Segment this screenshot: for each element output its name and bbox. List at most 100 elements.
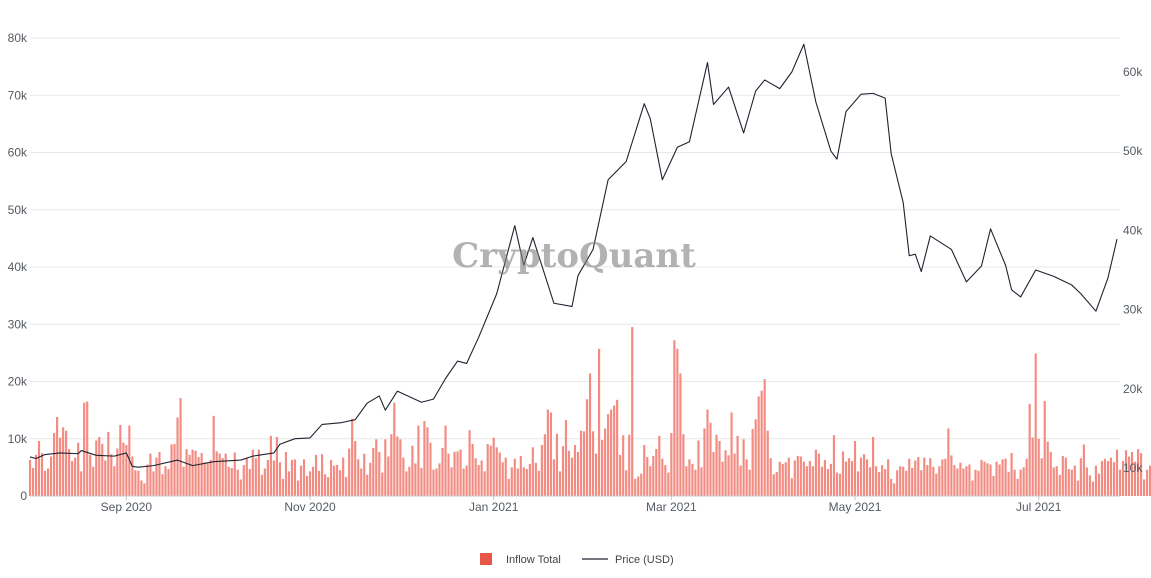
inflow-bar[interactable] [983,461,986,496]
inflow-bar[interactable] [311,466,315,496]
inflow-bar[interactable] [1028,403,1031,496]
inflow-bar[interactable] [555,433,559,496]
inflow-bar[interactable] [314,454,318,496]
inflow-bar[interactable] [284,451,288,496]
inflow-bar[interactable] [670,433,673,496]
inflow-bar[interactable] [947,428,950,496]
inflow-bar[interactable] [480,460,483,497]
inflow-bar[interactable] [158,451,161,496]
inflow-bar[interactable] [393,402,396,496]
inflow-bar[interactable] [46,468,50,496]
inflow-bar[interactable] [345,477,348,496]
inflow-bar[interactable] [299,465,303,496]
inflow-bar[interactable] [519,455,522,496]
inflow-bar[interactable] [1127,456,1131,497]
inflow-bar[interactable] [1079,458,1082,496]
inflow-bar[interactable] [498,452,501,496]
inflow-bar[interactable] [631,327,634,496]
inflow-bar[interactable] [435,468,438,496]
inflow-bar[interactable] [531,447,534,496]
inflow-bar[interactable] [974,469,977,496]
inflow-bar[interactable] [1001,459,1004,496]
inflow-bar[interactable] [522,467,525,497]
inflow-bar[interactable] [411,445,414,496]
inflow-bar[interactable] [161,474,164,496]
inflow-bar[interactable] [543,434,546,496]
inflow-bar[interactable] [327,477,330,496]
inflow-bar[interactable] [844,461,848,496]
inflow-bar[interactable] [357,459,360,496]
inflow-bar[interactable] [40,453,44,496]
inflow-bar[interactable] [131,456,134,497]
inflow-bar[interactable] [1139,453,1143,496]
legend-inflow-swatch[interactable] [480,553,492,565]
inflow-bar[interactable] [1136,449,1140,496]
inflow-bar[interactable] [971,480,974,496]
inflow-bar[interactable] [227,466,230,496]
inflow-bar[interactable] [817,453,820,496]
inflow-bar[interactable] [790,478,793,496]
inflow-bar[interactable] [233,452,236,496]
inflow-bar[interactable] [640,473,643,496]
inflow-bar[interactable] [793,460,796,497]
inflow-bar[interactable] [1004,458,1007,496]
inflow-bar[interactable] [875,466,878,496]
inflow-bar[interactable] [908,458,911,496]
inflow-bar[interactable] [92,466,95,496]
inflow-bar[interactable] [1094,465,1097,496]
inflow-bar[interactable] [1115,449,1119,496]
inflow-bar[interactable] [661,458,664,496]
inflow-bar[interactable] [905,470,908,496]
inflow-bar[interactable] [616,399,619,496]
inflow-bar[interactable] [1100,461,1104,496]
inflow-bar[interactable] [152,471,155,496]
inflow-bar[interactable] [610,409,613,496]
inflow-bar[interactable] [911,467,914,496]
inflow-bar[interactable] [242,465,245,496]
inflow-bar[interactable] [649,466,652,496]
inflow-bar[interactable] [65,430,68,496]
inflow-bar[interactable] [278,462,281,496]
inflow-bar[interactable] [49,456,53,497]
inflow-bar[interactable] [399,439,402,496]
inflow-bar[interactable] [564,419,568,496]
inflow-bar[interactable] [146,464,149,496]
inflow-bar[interactable] [811,466,814,496]
inflow-bar[interactable] [1064,457,1067,496]
inflow-bar[interactable] [98,437,101,496]
inflow-bar[interactable] [528,463,531,496]
inflow-bar[interactable] [658,435,661,496]
inflow-bar[interactable] [248,469,251,496]
inflow-bar[interactable] [953,465,956,496]
inflow-bar[interactable] [772,474,775,496]
inflow-bar[interactable] [748,469,751,496]
inflow-bar[interactable] [718,441,721,496]
inflow-bar[interactable] [378,451,381,496]
inflow-bar[interactable] [727,455,730,496]
inflow-bar[interactable] [37,441,41,496]
inflow-bar[interactable] [336,465,339,496]
inflow-bar[interactable] [77,442,80,496]
inflow-bar[interactable] [80,471,83,496]
inflow-bar[interactable] [420,467,423,496]
inflow-bar[interactable] [869,467,872,497]
inflow-bar[interactable] [700,467,703,497]
inflow-bar[interactable] [859,457,863,496]
inflow-bar[interactable] [820,466,823,496]
inflow-bar[interactable] [432,469,435,496]
inflow-bar[interactable] [504,457,507,496]
inflow-bar[interactable] [579,430,583,496]
inflow-bar[interactable] [293,459,297,496]
inflow-bar[interactable] [101,443,104,496]
inflow-bar[interactable] [1049,451,1052,496]
inflow-bar[interactable] [333,465,336,496]
inflow-bar[interactable] [56,417,59,496]
inflow-bar[interactable] [601,439,604,496]
inflow-bar[interactable] [652,455,655,496]
inflow-bar[interactable] [576,451,580,496]
inflow-bar[interactable] [489,445,492,496]
inflow-bar[interactable] [59,437,62,496]
inflow-bar[interactable] [396,436,399,496]
inflow-bar[interactable] [968,464,971,496]
inflow-bar[interactable] [206,463,209,496]
